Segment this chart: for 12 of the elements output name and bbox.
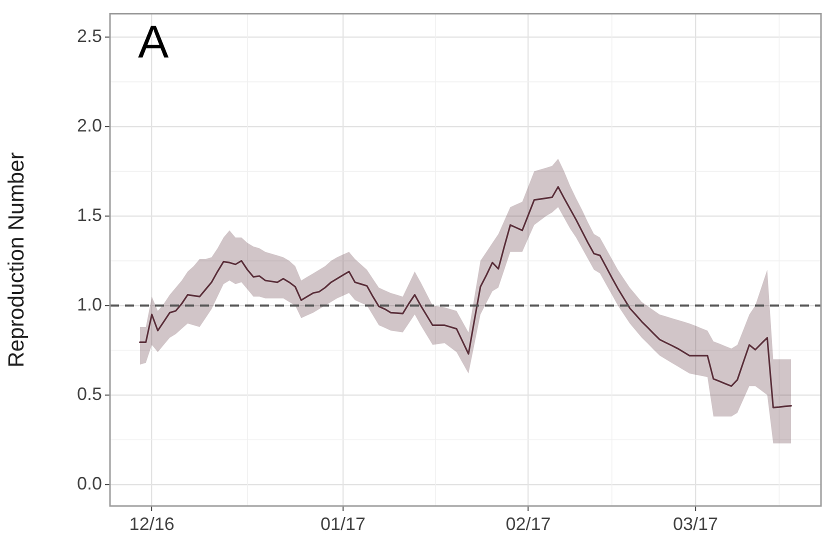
y-tick-label: 2.0 xyxy=(76,116,102,136)
y-tick-label: 0.5 xyxy=(76,384,102,404)
x-tick-label: 01/17 xyxy=(320,514,366,534)
y-tick-label: 2.5 xyxy=(76,26,102,46)
x-tick-label: 03/17 xyxy=(673,514,718,534)
annotation: A xyxy=(138,15,169,68)
y-axis-title: Reproduction Number xyxy=(3,152,28,368)
y-tick-label: 1.5 xyxy=(76,205,102,226)
x-tick-label: 12/16 xyxy=(129,514,174,534)
x-tick-label: 02/17 xyxy=(506,514,551,534)
y-tick-label: 1.0 xyxy=(76,294,102,315)
y-tick-label: 0.0 xyxy=(76,473,102,494)
